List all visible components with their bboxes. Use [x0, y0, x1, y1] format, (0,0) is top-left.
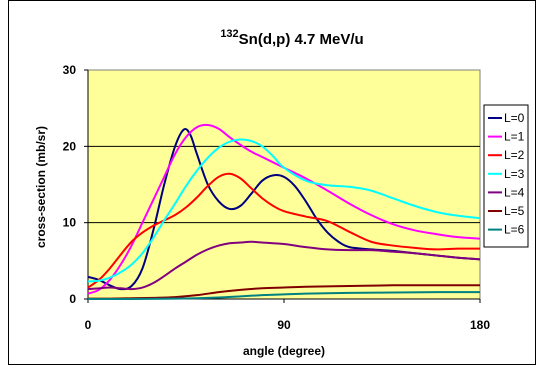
series-line-l3 [87, 138, 481, 283]
y-tick-label: 20 [63, 139, 77, 153]
legend-label-l4: L=4 [504, 185, 525, 199]
legend-label-l6: L=6 [504, 223, 525, 237]
y-tick-label: 10 [63, 216, 77, 230]
x-tick-label: 90 [277, 318, 291, 332]
series-group [87, 123, 481, 301]
chart-title-main: Sn(d,p) 4.7 MeV/u [239, 31, 364, 48]
y-axis-label: cross-section (mb/sr) [34, 126, 48, 248]
chart-title-superscript: 132 [220, 28, 238, 40]
legend-label-l0: L=0 [504, 111, 525, 125]
legend-label-l1: L=1 [504, 130, 525, 144]
y-tick-labels: 0 10 20 30 [63, 63, 77, 306]
x-tick-label: 180 [470, 318, 490, 332]
series-line-l4 [87, 240, 481, 291]
gridlines [88, 145, 480, 224]
legend-box [483, 104, 529, 248]
series-line-l2 [87, 172, 481, 289]
chart-title: 132Sn(d,p) 4.7 MeV/u [220, 28, 363, 48]
series-line-l6 [87, 291, 481, 301]
legend-label-l3: L=3 [504, 167, 525, 181]
legend-label-l2: L=2 [504, 148, 525, 162]
legend: L=0 L=1 L=2 L=3 L=4 L=5 L=6 [488, 111, 525, 237]
x-tick-label: 0 [85, 318, 92, 332]
y-tick-label: 0 [69, 292, 76, 306]
x-tick-labels: 0 90 180 [85, 318, 491, 332]
legend-label-l5: L=5 [504, 204, 525, 218]
x-axis-label: angle (degree) [243, 344, 325, 358]
plot-area [87, 69, 481, 300]
y-tick-label: 30 [63, 63, 77, 77]
